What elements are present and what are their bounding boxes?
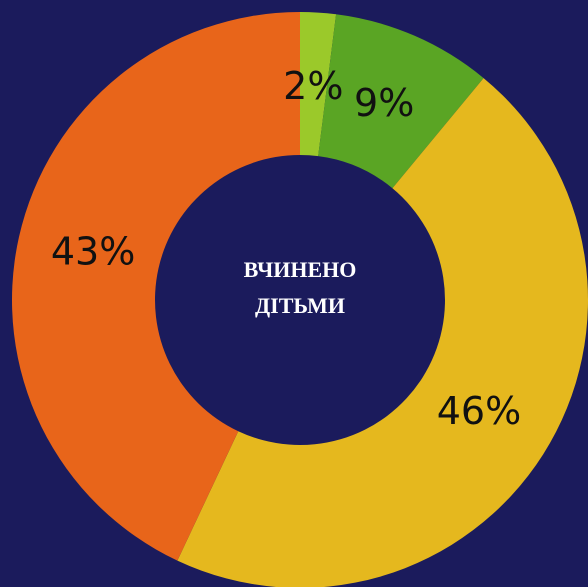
value-label: 2% — [283, 64, 343, 108]
slice — [300, 12, 337, 157]
slice — [318, 14, 484, 189]
center-label: ВЧИНЕНО — [244, 257, 357, 282]
slice — [11, 12, 300, 561]
slice — [177, 78, 588, 587]
value-label: 9% — [354, 81, 414, 125]
labels: 2% 9% 46% 43% — [51, 64, 521, 433]
slices — [11, 12, 588, 587]
value-label: 43% — [51, 229, 135, 273]
center-label: ДІТЬМИ — [255, 293, 345, 318]
value-label: 46% — [437, 389, 521, 433]
